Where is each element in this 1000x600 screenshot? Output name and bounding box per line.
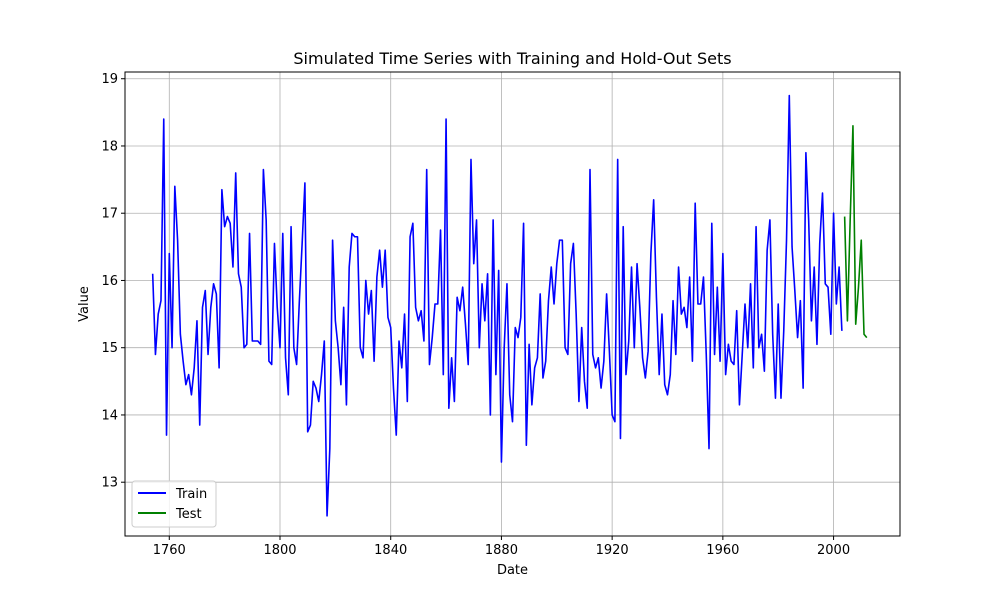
x-tick-label: 1880 bbox=[485, 543, 518, 558]
x-tick-label: 1920 bbox=[596, 543, 629, 558]
x-tick-label: 1800 bbox=[263, 543, 296, 558]
legend-label-train: Train bbox=[175, 487, 207, 502]
y-tick-label: 16 bbox=[101, 274, 118, 289]
y-tick-label: 17 bbox=[101, 207, 118, 222]
legend: Train Test bbox=[131, 480, 217, 528]
x-tick-label: 1760 bbox=[153, 543, 186, 558]
series-line-train bbox=[151, 94, 843, 517]
y-axis: 13 14 15 16 17 18 19 bbox=[101, 72, 125, 491]
x-tick-label: 1840 bbox=[374, 543, 407, 558]
legend-label-test: Test bbox=[175, 507, 202, 522]
series-layer bbox=[151, 94, 868, 517]
y-tick-label: 19 bbox=[101, 72, 118, 87]
y-axis-label: Value bbox=[77, 286, 92, 322]
y-tick-label: 14 bbox=[101, 408, 118, 423]
x-axis-label: Date bbox=[497, 563, 528, 578]
y-tick-label: 13 bbox=[101, 476, 118, 491]
series-line-test bbox=[843, 125, 868, 339]
plot-frame bbox=[124, 71, 901, 537]
grid bbox=[125, 72, 900, 536]
y-tick-label: 15 bbox=[101, 341, 118, 356]
x-tick-label: 1960 bbox=[706, 543, 739, 558]
x-tick-label: 2000 bbox=[817, 543, 850, 558]
chart-title: Simulated Time Series with Training and … bbox=[293, 49, 731, 68]
x-axis: 1760 1800 1840 1880 1920 1960 2000 bbox=[153, 536, 850, 558]
y-tick-label: 18 bbox=[101, 139, 118, 154]
